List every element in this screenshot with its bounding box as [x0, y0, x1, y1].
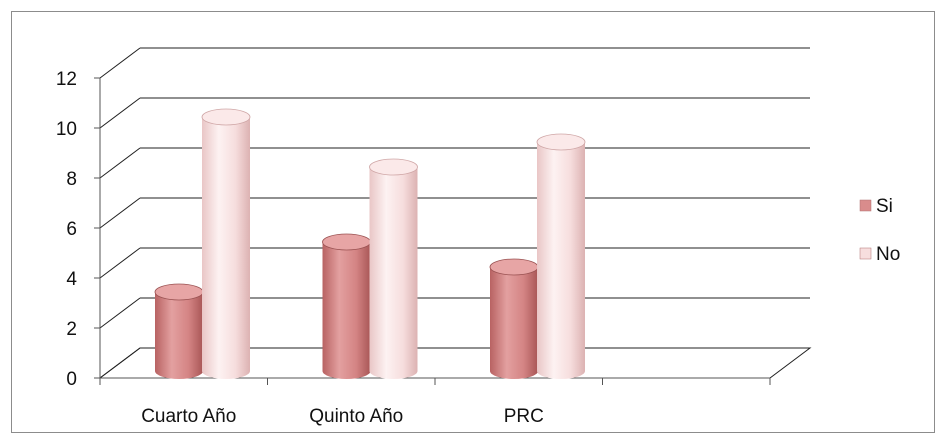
bar-body — [369, 167, 418, 371]
bar-body — [490, 267, 538, 371]
bar-top — [322, 233, 371, 251]
gridline-side — [99, 197, 141, 229]
y-tick-label: 12 — [56, 69, 77, 90]
axes — [94, 77, 771, 385]
y-tick-label: 8 — [66, 169, 77, 190]
category-label: PRC — [504, 406, 544, 427]
gridline-side — [99, 147, 141, 179]
bar-top — [536, 133, 586, 151]
bar-base — [369, 363, 418, 379]
bar-top — [201, 108, 251, 126]
bar-body — [537, 142, 585, 371]
legend: Si No — [859, 196, 900, 265]
gridline-side — [99, 97, 141, 129]
legend-label: Si — [876, 196, 893, 217]
bar-top — [154, 283, 204, 301]
y-tick-label: 10 — [56, 119, 77, 140]
bar-body — [155, 292, 203, 371]
bar-base — [490, 363, 538, 379]
bar-body — [322, 242, 371, 371]
bar — [154, 283, 204, 379]
bar-base — [202, 363, 250, 379]
category-labels: Cuarto Año Quinto Año PRC — [141, 406, 544, 427]
category-label: Quinto Año — [309, 406, 403, 427]
category-label: Cuarto Año — [141, 406, 236, 427]
y-tick-label: 4 — [66, 269, 77, 290]
bar-base — [537, 363, 585, 379]
legend-swatch — [859, 247, 872, 260]
gridline-side — [99, 247, 141, 279]
y-tick-labels: 0 2 4 6 8 10 12 — [56, 69, 78, 390]
bar — [536, 133, 586, 379]
gridline-side — [99, 297, 141, 329]
bar — [201, 108, 251, 379]
bar — [369, 158, 418, 379]
y-tick-label: 0 — [66, 369, 77, 390]
bar — [322, 233, 371, 379]
bar-base — [155, 363, 203, 379]
y-tick-label: 2 — [66, 319, 77, 340]
bar-top — [369, 158, 418, 176]
bar-top — [489, 258, 539, 276]
legend-swatch — [859, 199, 872, 212]
gridline-side — [99, 47, 141, 79]
y-tick-label: 6 — [66, 219, 77, 240]
bar — [489, 258, 539, 379]
bar-body — [202, 117, 250, 371]
bar-base — [322, 363, 371, 379]
bars — [154, 108, 586, 379]
legend-label: No — [876, 244, 900, 265]
